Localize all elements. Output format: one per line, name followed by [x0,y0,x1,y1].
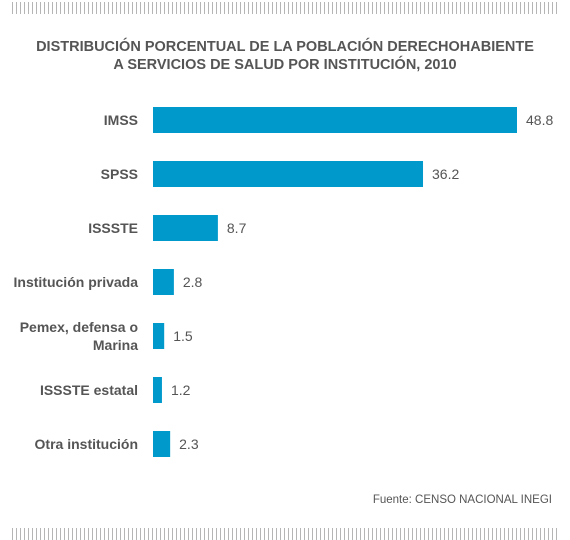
chart-title-line-2: A SERVICIOS DE SALUD POR INSTITUCIÓN, 20… [113,57,457,73]
category-label-3-line-0: Institución privada [13,274,138,290]
value-label-2: 8.7 [227,220,247,236]
bar-6 [153,431,171,457]
value-label-0: 48.8 [526,112,553,128]
bottom-tick-border [12,528,558,540]
bar-4 [153,323,165,349]
chart-title-line-1: DISTRIBUCIÓN PORCENTUAL DE LA POBLACIÓN … [36,39,534,55]
category-label-1-line-0: SPSS [100,166,138,182]
value-label-1: 36.2 [432,166,459,182]
category-label-2: ISSSTE [3,219,138,237]
category-label-4: Pemex, defensa o Marina [3,318,138,354]
bar-3 [153,269,174,295]
category-label-6-line-0: Otra institución [34,436,138,452]
category-label-2-line-0: ISSSTE [88,220,138,236]
value-label-4: 1.5 [173,328,193,344]
source-note: Fuente: CENSO NACIONAL INEGI [372,494,552,506]
category-label-0: IMSS [3,111,138,129]
bar-5 [153,377,162,403]
category-label-5-line-0: ISSSTE estatal [39,382,138,398]
category-label-0-line-0: IMSS [103,112,138,128]
bar-0 [153,107,517,133]
category-label-4-line-1: Marina [92,337,138,353]
bar-2 [153,215,218,241]
chart-title: DISTRIBUCIÓN PORCENTUAL DE LA POBLACIÓN … [0,38,570,74]
category-label-5: ISSSTE estatal [3,381,138,399]
category-label-4-line-0: Pemex, defensa o [19,319,138,335]
category-label-6: Otra institución [3,435,138,453]
category-label-1: SPSS [3,165,138,183]
value-label-3: 2.8 [183,274,203,290]
category-label-3: Institución privada [3,273,138,291]
bar-1 [153,161,424,187]
top-tick-border [12,2,558,14]
value-label-5: 1.2 [171,382,191,398]
value-label-6: 2.3 [179,436,199,452]
